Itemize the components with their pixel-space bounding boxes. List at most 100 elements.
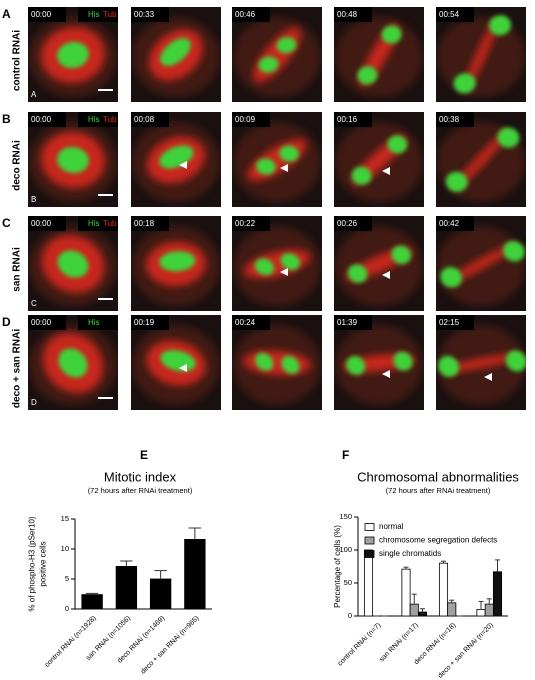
time-tab bbox=[131, 315, 169, 330]
bar bbox=[476, 609, 486, 617]
time-tab bbox=[436, 7, 474, 22]
time-stamp: 00:48 bbox=[337, 10, 358, 19]
arrowhead bbox=[382, 271, 390, 279]
time-stamp: 00:33 bbox=[134, 10, 155, 19]
y-tick-label: 0 bbox=[348, 611, 352, 620]
histone bbox=[279, 145, 299, 162]
time-tab bbox=[131, 112, 169, 127]
bar bbox=[149, 578, 172, 610]
row-name: control RNAi bbox=[12, 30, 23, 91]
histone bbox=[497, 127, 520, 148]
cell bbox=[243, 249, 311, 279]
panel-label: E bbox=[140, 448, 148, 462]
error-bar bbox=[411, 593, 417, 605]
error-bar bbox=[449, 599, 455, 603]
time-stamp: 00:54 bbox=[439, 10, 460, 19]
row-letter: D bbox=[2, 315, 11, 329]
channel-label: His bbox=[88, 318, 100, 327]
bar bbox=[184, 539, 206, 610]
error-bar bbox=[188, 527, 202, 540]
cell bbox=[357, 23, 402, 87]
error-bar bbox=[120, 560, 133, 567]
inner-letter: B bbox=[31, 195, 36, 204]
bar bbox=[409, 603, 419, 617]
histone bbox=[256, 158, 276, 175]
error-bar bbox=[85, 592, 99, 595]
micrograph: 00:42 bbox=[436, 216, 526, 311]
time-stamp: 00:19 bbox=[134, 318, 155, 327]
cell bbox=[445, 127, 520, 192]
histone bbox=[503, 240, 525, 262]
histone bbox=[281, 355, 300, 374]
time-stamp: 00:00 bbox=[31, 115, 52, 124]
cell bbox=[41, 131, 105, 189]
histone bbox=[258, 56, 279, 73]
chart-title: Mitotic index bbox=[104, 469, 177, 484]
bar bbox=[438, 562, 449, 617]
cell bbox=[343, 351, 415, 376]
time-stamp: 00:00 bbox=[31, 318, 52, 327]
time-stamp: 00:09 bbox=[235, 115, 256, 124]
cell bbox=[453, 15, 512, 94]
x-tick-label: deco + san RNAi (n=965) bbox=[140, 615, 201, 676]
time-stamp: 00:00 bbox=[31, 219, 52, 228]
micrograph: 00:33 bbox=[131, 7, 221, 102]
bar bbox=[115, 566, 138, 610]
arrowhead bbox=[382, 167, 390, 175]
histone bbox=[58, 348, 88, 378]
error-bar bbox=[441, 560, 446, 564]
histone bbox=[57, 250, 89, 278]
cell bbox=[243, 350, 311, 376]
bar bbox=[492, 571, 503, 617]
histone bbox=[159, 251, 196, 272]
time-tab bbox=[334, 112, 372, 127]
channel-label: Tub bbox=[103, 115, 117, 124]
cell bbox=[253, 27, 301, 83]
error-bar bbox=[403, 566, 409, 570]
error-bar bbox=[495, 559, 500, 572]
cell bbox=[351, 135, 408, 185]
y-tick-label: 5 bbox=[65, 574, 69, 583]
y-axis-label: % of phospho-H3 (pSer10) bbox=[28, 516, 37, 612]
legend-label: chromosome segregation defects bbox=[379, 536, 497, 545]
x-tick-label: deco RNAi (n=18) bbox=[413, 622, 457, 666]
tubulin bbox=[441, 353, 521, 373]
bar bbox=[401, 568, 411, 617]
micrograph: 02:15 bbox=[436, 315, 526, 410]
histone bbox=[347, 264, 368, 283]
micrograph: 00:26 bbox=[334, 216, 424, 311]
micrograph: 00:00 His D bbox=[28, 315, 118, 410]
histone bbox=[440, 267, 462, 288]
micrograph: 00:46 bbox=[232, 7, 322, 102]
panel-label: F bbox=[342, 448, 349, 462]
histone bbox=[381, 25, 402, 44]
row-name: san RNAi bbox=[12, 247, 23, 292]
cell bbox=[440, 240, 525, 288]
histone bbox=[357, 66, 378, 85]
legend-label: single chromatids bbox=[379, 549, 441, 558]
micrograph: 00:08 bbox=[131, 112, 221, 207]
micrograph: 00:16 bbox=[334, 112, 424, 207]
histone bbox=[254, 258, 275, 276]
histone bbox=[255, 352, 274, 371]
histone bbox=[391, 245, 412, 265]
y-tick-label: 10 bbox=[61, 544, 69, 553]
channel-label: Tub bbox=[103, 10, 117, 19]
x-tick-label: san RNAi (n=17) bbox=[378, 622, 420, 664]
histone bbox=[346, 356, 366, 376]
time-tab bbox=[436, 112, 474, 127]
histone bbox=[280, 253, 301, 271]
inner-letter: D bbox=[31, 398, 37, 407]
histone bbox=[276, 37, 297, 54]
time-tab bbox=[28, 7, 66, 22]
channel-label: Tub bbox=[103, 219, 117, 228]
cell bbox=[437, 350, 526, 377]
row-name: deco RNAi bbox=[12, 140, 23, 191]
time-stamp: 00:24 bbox=[235, 318, 256, 327]
micrograph: 00:00 His Tub C bbox=[28, 216, 118, 311]
micrograph: 00:00 His Tub B bbox=[28, 112, 118, 207]
time-tab bbox=[232, 216, 270, 231]
time-tab bbox=[436, 216, 474, 231]
channel-label: His bbox=[88, 219, 100, 228]
cell bbox=[345, 245, 413, 283]
